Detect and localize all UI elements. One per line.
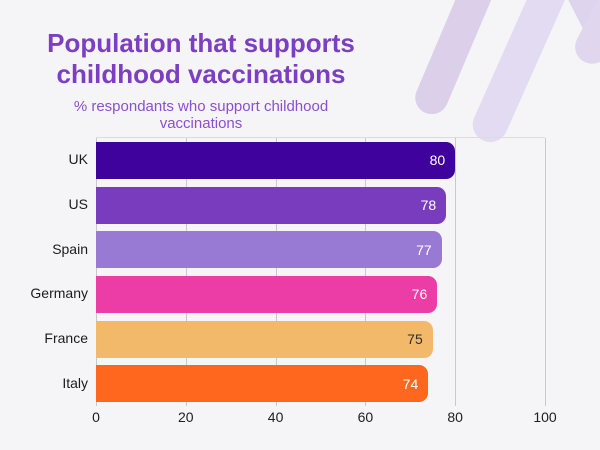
gridline-40 [275, 138, 277, 406]
bar-value-label: 77 [416, 241, 432, 258]
category-label-spain: Spain [52, 240, 88, 257]
bar-germany: 76 [96, 275, 438, 313]
bar-row: 75 [96, 317, 545, 362]
x-tick-label-100: 100 [533, 409, 557, 425]
gridline-20 [185, 138, 187, 406]
decoration-stroke-icon [467, 0, 588, 148]
chart-title-line-2: childhood vaccinations [56, 59, 346, 89]
bar-spain: 77 [96, 231, 442, 269]
chart-subtitle: % respondants who support childhood vacc… [73, 98, 329, 132]
x-tick-label-20: 20 [178, 409, 194, 425]
bar-row: 77 [96, 227, 545, 272]
bar-italy: 74 [96, 365, 429, 403]
bar-france: 75 [96, 320, 433, 358]
plot-area: 80 78 77 76 75 74 [96, 137, 546, 406]
x-tick-label-80: 80 [447, 409, 463, 425]
bar-row: 78 [96, 183, 545, 228]
x-tick-label-0: 0 [92, 409, 100, 425]
x-axis-labels: 0 20 40 60 80 100 [92, 409, 557, 429]
bar-row: 76 [96, 272, 545, 317]
x-tick-label-40: 40 [267, 409, 284, 425]
bar-rows: 80 78 77 76 75 74 [96, 138, 545, 406]
chart-title-line-1: Population that supports [47, 28, 355, 58]
category-label-germany: Germany [30, 285, 88, 302]
category-labels: UK US Spain Germany France Italy [0, 137, 88, 405]
bar-value-label: 74 [402, 375, 419, 392]
bar-us: 78 [96, 186, 447, 224]
gridline-80 [455, 138, 457, 406]
category-label-us: US [68, 196, 88, 212]
chart-header: Population that supports childhood vacci… [36, 28, 366, 132]
bar-value-label: 75 [407, 331, 423, 348]
bar-value-label: 80 [429, 152, 446, 169]
bar-value-label: 78 [420, 197, 437, 213]
category-label-france: France [44, 330, 88, 347]
category-label-italy: Italy [62, 374, 88, 391]
category-label-uk: UK [68, 151, 88, 168]
gridline-100 [545, 138, 546, 406]
x-tick-label-60: 60 [357, 409, 374, 425]
bar-row: 74 [96, 361, 545, 406]
gridline-0 [96, 138, 97, 406]
bar-row: 80 [96, 138, 545, 183]
bar-uk: 80 [96, 141, 456, 179]
gridline-60 [365, 138, 367, 406]
bar-value-label: 76 [411, 286, 428, 303]
